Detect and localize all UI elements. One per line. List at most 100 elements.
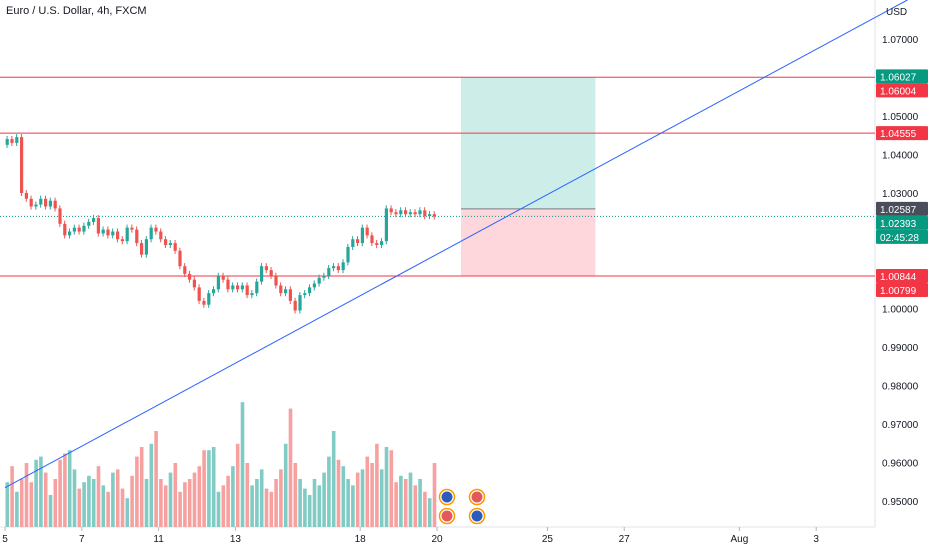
volume-bar (293, 463, 298, 527)
candle[interactable] (154, 227, 158, 232)
candle[interactable] (284, 289, 288, 294)
candle[interactable] (130, 227, 134, 230)
volume-bar (115, 469, 120, 527)
candle[interactable] (77, 227, 81, 232)
candle[interactable] (380, 241, 384, 246)
volume-bar (5, 482, 10, 527)
candle[interactable] (356, 239, 360, 244)
candle[interactable] (34, 204, 38, 207)
candle[interactable] (82, 225, 86, 232)
candle[interactable] (399, 210, 403, 215)
candle[interactable] (207, 293, 211, 305)
candle[interactable] (63, 223, 67, 236)
candle[interactable] (120, 239, 124, 242)
candle[interactable] (24, 193, 28, 199)
candle[interactable] (135, 229, 139, 244)
candle[interactable] (183, 266, 187, 274)
candle[interactable] (264, 266, 268, 271)
candle[interactable] (240, 285, 244, 290)
volume-bar (245, 463, 250, 527)
candle[interactable] (15, 137, 19, 143)
candle[interactable] (58, 208, 62, 224)
candle[interactable] (279, 285, 283, 294)
candle[interactable] (351, 239, 355, 247)
trend-line[interactable] (4, 0, 908, 489)
candle[interactable] (298, 295, 302, 311)
candle[interactable] (5, 139, 9, 145)
candle[interactable] (250, 293, 254, 296)
candle[interactable] (303, 293, 307, 296)
candle[interactable] (428, 214, 432, 217)
candle[interactable] (308, 287, 312, 294)
candle[interactable] (106, 229, 110, 236)
stop-zone[interactable] (461, 208, 596, 277)
candle[interactable] (221, 275, 225, 280)
x-tick-label: 11 (153, 534, 164, 545)
candle[interactable] (255, 281, 259, 294)
candle[interactable] (384, 208, 388, 242)
candle[interactable] (332, 266, 336, 269)
candle[interactable] (212, 289, 216, 294)
candle[interactable] (336, 266, 340, 271)
candle[interactable] (140, 243, 144, 255)
y-tick-label: 0.97000 (882, 420, 919, 431)
candle[interactable] (375, 243, 379, 246)
candle[interactable] (312, 283, 316, 288)
candle[interactable] (245, 285, 249, 296)
candle[interactable] (370, 235, 374, 244)
candle[interactable] (20, 137, 24, 194)
candle[interactable] (317, 277, 321, 284)
candle[interactable] (423, 210, 427, 217)
candle[interactable] (111, 231, 115, 236)
candle[interactable] (236, 285, 240, 290)
candle[interactable] (288, 289, 292, 301)
candle[interactable] (269, 270, 273, 276)
candle[interactable] (29, 198, 33, 207)
candle[interactable] (116, 231, 120, 240)
candle[interactable] (389, 208, 393, 213)
candle[interactable] (72, 227, 76, 232)
candle[interactable] (413, 212, 417, 215)
candle[interactable] (231, 285, 235, 290)
candle[interactable] (53, 200, 57, 209)
candle[interactable] (68, 231, 72, 236)
candle[interactable] (48, 200, 52, 207)
candle[interactable] (188, 273, 192, 280)
candle[interactable] (432, 214, 436, 217)
candle[interactable] (341, 262, 345, 271)
candle[interactable] (274, 275, 278, 286)
candle[interactable] (360, 227, 364, 244)
candle[interactable] (216, 275, 220, 290)
candle[interactable] (96, 218, 100, 234)
candle[interactable] (92, 218, 96, 222)
candle[interactable] (192, 279, 196, 288)
candle[interactable] (44, 198, 48, 207)
candle[interactable] (394, 212, 398, 215)
candle[interactable] (293, 300, 297, 311)
candle[interactable] (149, 227, 153, 240)
candle[interactable] (260, 266, 264, 282)
candle[interactable] (408, 212, 412, 215)
candle[interactable] (101, 229, 105, 234)
candle[interactable] (144, 239, 148, 255)
candle[interactable] (39, 198, 43, 205)
candle[interactable] (164, 239, 168, 246)
candle[interactable] (404, 210, 408, 215)
candle[interactable] (197, 287, 201, 301)
candle[interactable] (178, 250, 182, 267)
candle[interactable] (10, 139, 14, 143)
candle[interactable] (159, 231, 163, 240)
candle[interactable] (87, 221, 91, 226)
candle[interactable] (322, 275, 326, 278)
target-zone[interactable] (461, 77, 596, 209)
candle[interactable] (226, 279, 230, 290)
candle[interactable] (173, 243, 177, 251)
candle[interactable] (346, 246, 350, 263)
candle[interactable] (327, 268, 331, 276)
candle[interactable] (365, 227, 369, 236)
candle[interactable] (202, 300, 206, 305)
candle[interactable] (125, 227, 129, 242)
candle[interactable] (418, 210, 422, 215)
candle[interactable] (168, 243, 172, 246)
